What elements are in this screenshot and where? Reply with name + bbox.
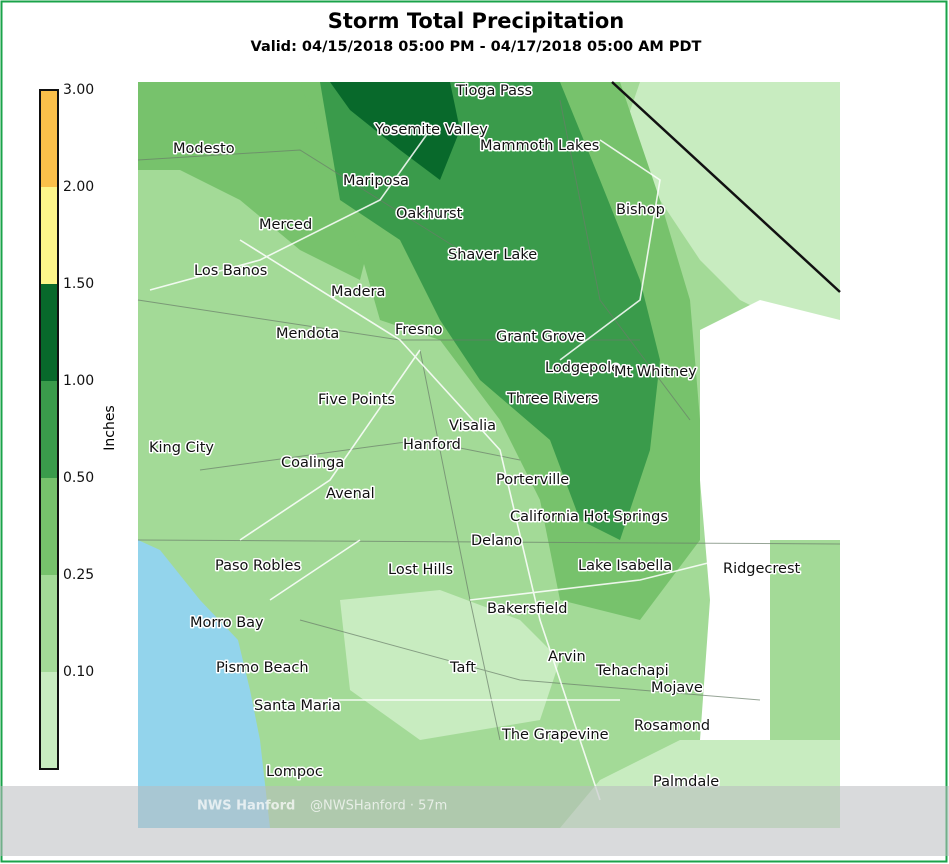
city-label: Santa Maria bbox=[254, 698, 341, 714]
city-label: Merced bbox=[259, 217, 312, 233]
green-area bbox=[320, 82, 660, 540]
overlay-band bbox=[0, 786, 949, 856]
city-label: Lompoc bbox=[266, 764, 323, 780]
legend-tick-label: 0.50 bbox=[63, 470, 94, 486]
city-label: Modesto bbox=[173, 141, 235, 157]
legend-swatch bbox=[40, 90, 58, 187]
city-label: Porterville bbox=[496, 472, 569, 488]
city-label: Ridgecrest bbox=[723, 561, 801, 577]
city-label: Rosamond bbox=[634, 718, 710, 734]
city-label: Taft bbox=[449, 660, 476, 676]
light-area bbox=[620, 82, 840, 330]
ocean bbox=[138, 540, 270, 828]
city-label: Arvin bbox=[548, 649, 586, 665]
legend-tick-label: 3.00 bbox=[63, 82, 94, 98]
city-label: Shaver Lake bbox=[448, 247, 537, 263]
city-label: Los Banos bbox=[194, 263, 267, 279]
city-label: Delano bbox=[471, 533, 522, 549]
legend-tick-label: 0.10 bbox=[63, 664, 94, 680]
city-label: Bishop bbox=[616, 202, 665, 218]
subtitle: Valid: 04/15/2018 05:00 PM - 04/17/2018 … bbox=[251, 39, 702, 55]
city-label: Mojave bbox=[651, 680, 703, 696]
state-line bbox=[611, 81, 841, 293]
tweet-handle: @NWSHanford · 57m bbox=[310, 799, 447, 814]
legend-tick-label: 1.50 bbox=[63, 276, 94, 292]
city-label: Paso Robles bbox=[215, 558, 301, 574]
city-label: Pismo Beach bbox=[216, 660, 309, 676]
legend-tick-label: 0.25 bbox=[63, 567, 94, 583]
city-label: Mt Whitney bbox=[614, 364, 697, 380]
legend-swatch bbox=[40, 575, 58, 672]
city-label: Avenal bbox=[326, 486, 375, 502]
legend-border bbox=[39, 89, 59, 770]
city-label: Mendota bbox=[276, 326, 339, 342]
city-label: Mammoth Lakes bbox=[480, 138, 599, 154]
tweet-overlay: NWS Hanford @NWSHanford · 57m bbox=[0, 786, 949, 856]
city-label: Coalinga bbox=[281, 455, 344, 471]
city-label: The Grapevine bbox=[501, 727, 609, 743]
city-label: Morro Bay bbox=[190, 615, 264, 631]
city-label: Three Rivers bbox=[506, 391, 598, 407]
city-label: Oakhurst bbox=[396, 206, 463, 222]
city-label: Fresno bbox=[395, 322, 443, 338]
city-label: Lodgepole bbox=[545, 360, 620, 376]
legend-tick-label: 1.00 bbox=[63, 373, 94, 389]
city-label: Mariposa bbox=[343, 173, 409, 189]
light-area bbox=[340, 590, 560, 740]
legend-swatch bbox=[40, 187, 58, 284]
city-label: Madera bbox=[331, 284, 385, 300]
legend-swatch bbox=[40, 478, 58, 575]
legend-swatch bbox=[40, 284, 58, 381]
city-label: King City bbox=[149, 440, 214, 456]
legend-title: Inches bbox=[102, 405, 118, 450]
city-label: Visalia bbox=[449, 418, 496, 434]
legend-swatch bbox=[40, 381, 58, 478]
title: Storm Total Precipitation bbox=[328, 9, 625, 33]
legend-tick-label: 2.00 bbox=[63, 179, 94, 195]
city-label: Lost Hills bbox=[388, 562, 453, 578]
city-label: Tehachapi bbox=[595, 663, 669, 679]
legend: Inches 0.10 0.25 0.50 1.00 1.50 2.00 3.00 bbox=[39, 82, 118, 770]
city-label: Five Points bbox=[318, 392, 395, 408]
city-label: Lake Isabella bbox=[578, 558, 672, 574]
tweet-account: NWS Hanford bbox=[197, 799, 295, 814]
no-data bbox=[700, 300, 840, 740]
road bbox=[149, 129, 721, 801]
dark-area bbox=[330, 82, 460, 180]
city-label: Bakersfield bbox=[487, 601, 567, 617]
city-label: Tioga Pass bbox=[455, 83, 532, 99]
city-label: Grant Grove bbox=[496, 329, 585, 345]
city-label: California Hot Springs bbox=[510, 509, 668, 525]
city-label: Hanford bbox=[403, 437, 461, 453]
city-label: Yosemite Valley bbox=[374, 122, 488, 138]
legend-swatch bbox=[40, 672, 58, 769]
